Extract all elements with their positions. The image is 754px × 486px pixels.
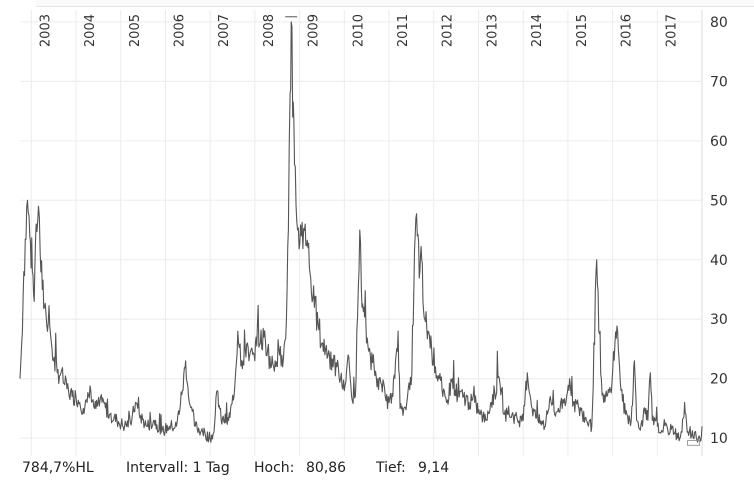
top-scroll-strip [36, 0, 754, 7]
x-tick-label: 2008 [262, 14, 277, 47]
x-tick-label: 2015 [575, 14, 590, 47]
low-value: 9,14 [418, 460, 450, 476]
y-tick-label: 50 [710, 193, 728, 209]
x-tick-label: 2016 [620, 14, 635, 47]
grid [20, 10, 703, 456]
x-tick-label: 2010 [351, 14, 366, 47]
high-value: 80,86 [306, 460, 347, 476]
y-tick-label: 60 [710, 134, 728, 150]
high-label: Hoch: [254, 460, 295, 476]
x-tick-label: 2005 [128, 14, 143, 47]
y-tick-label: 40 [710, 253, 728, 269]
x-tick-label: 2012 [441, 14, 456, 47]
y-tick-label: 20 [710, 372, 728, 388]
y-axis: 10 20 30 40 50 60 70 80 [710, 15, 728, 447]
x-tick-label: 2006 [172, 14, 187, 47]
y-tick-label: 70 [710, 74, 728, 90]
low-marker [687, 440, 700, 446]
interval-label[interactable]: Intervall: 1 Tag [126, 460, 230, 476]
y-tick-label: 80 [710, 15, 728, 31]
x-tick-label: 2017 [664, 14, 679, 47]
x-tick-label: 2011 [396, 14, 411, 47]
x-tick-label: 2009 [307, 14, 322, 47]
y-tick-label: 30 [710, 312, 728, 328]
y-tick-label: 10 [710, 431, 728, 447]
x-tick-label: 2004 [83, 14, 98, 47]
x-tick-label: 2014 [530, 14, 545, 47]
series-layer [19, 16, 703, 446]
range-mode-label[interactable]: 784,7%HL [22, 460, 94, 476]
x-tick-label: 2007 [217, 14, 232, 47]
low-label: Tief: [376, 460, 406, 476]
x-tick-label: 2013 [486, 14, 501, 47]
x-axis: 2003 2004 2005 2006 2007 2008 2009 2010 2011 2012… [38, 14, 679, 47]
series-line [19, 21, 703, 443]
x-tick-label: 2003 [38, 14, 53, 47]
chart-footer: 784,7%HL Intervall: 1 Tag Hoch: 80,86 Ti… [0, 458, 754, 486]
